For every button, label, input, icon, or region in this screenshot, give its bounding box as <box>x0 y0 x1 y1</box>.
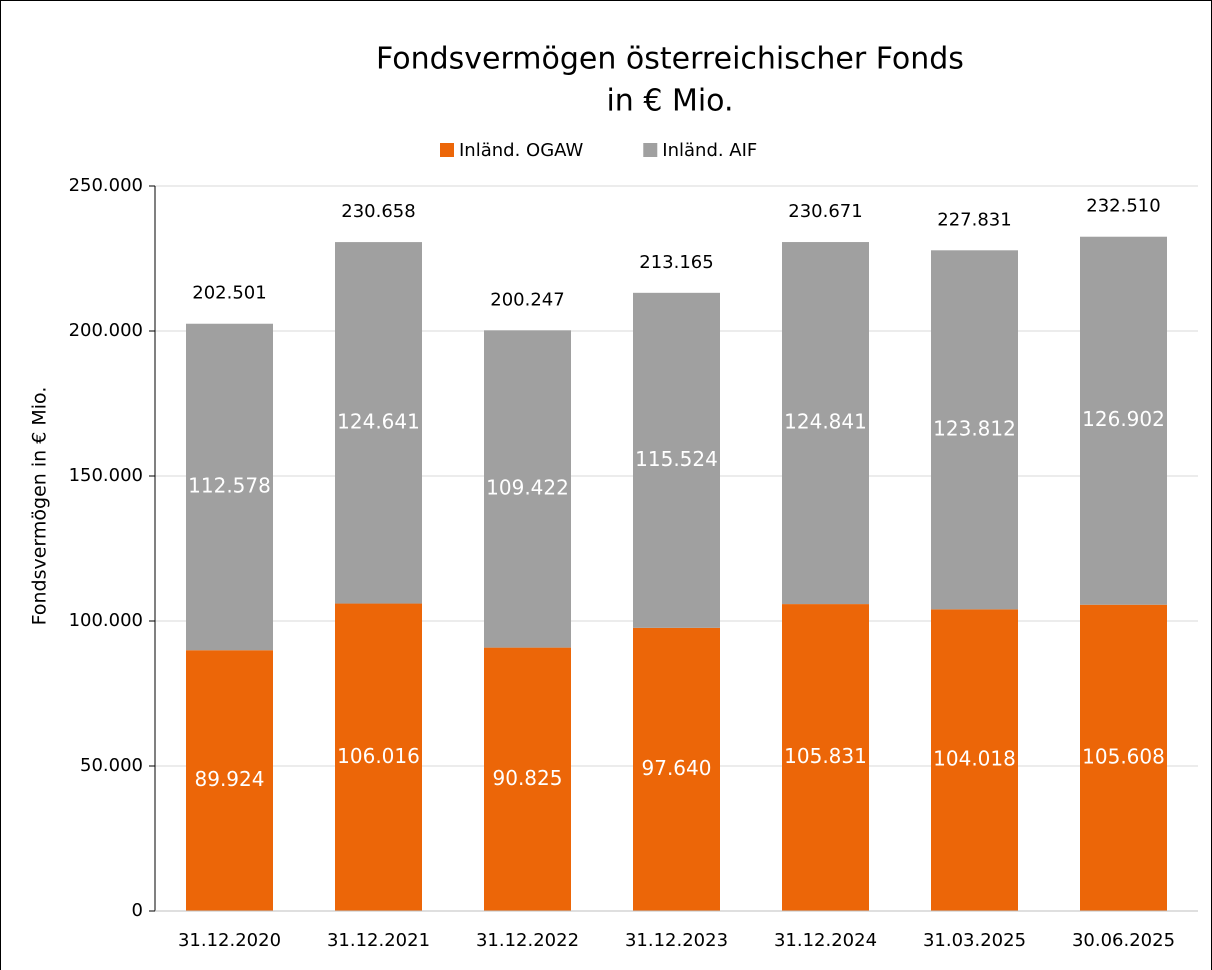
total-label: 202.501 <box>192 283 266 304</box>
bar-segment <box>335 603 422 911</box>
bar-segment <box>782 242 869 605</box>
value-label: 123.812 <box>933 416 1016 440</box>
y-tick-label: 50.000 <box>80 755 143 776</box>
value-label: 126.902 <box>1082 407 1165 431</box>
y-tick-label: 150.000 <box>69 465 143 486</box>
legend-label: Inländ. OGAW <box>459 140 583 161</box>
y-tick-label: 250.000 <box>69 175 143 196</box>
y-axis-label: Fondsvermögen in € Mio. <box>29 387 51 626</box>
value-label: 109.422 <box>486 475 569 499</box>
x-tick-label: 31.12.2020 <box>178 930 281 951</box>
bar-segment <box>931 609 1018 911</box>
value-label: 104.018 <box>933 747 1016 771</box>
total-label: 227.831 <box>937 209 1011 230</box>
value-label: 124.841 <box>784 410 867 434</box>
total-label: 200.247 <box>490 289 564 310</box>
bar-segment <box>484 647 571 911</box>
legend-swatch <box>643 143 658 157</box>
legend-swatch <box>440 143 454 157</box>
bar-segment <box>633 292 720 628</box>
x-tick-label: 30.06.2025 <box>1072 930 1175 951</box>
x-tick-label: 31.12.2021 <box>327 930 430 951</box>
total-label: 230.671 <box>788 201 862 222</box>
value-label: 112.578 <box>188 473 271 497</box>
bar-segment <box>782 604 869 911</box>
y-tick-label: 200.000 <box>69 320 143 341</box>
total-label: 213.165 <box>639 252 713 273</box>
chart-subtitle: in € Mio. <box>606 84 733 119</box>
y-tick-label: 100.000 <box>69 610 143 631</box>
bar-segment <box>1080 604 1167 911</box>
value-label: 97.640 <box>642 756 712 780</box>
bar-segment <box>633 627 720 911</box>
value-label: 105.831 <box>784 744 867 768</box>
total-label: 232.510 <box>1086 196 1160 217</box>
y-tick-label: 0 <box>132 900 143 921</box>
bar-segment <box>186 650 273 911</box>
bar-segment <box>484 330 571 648</box>
x-tick-label: 31.12.2022 <box>476 930 579 951</box>
x-tick-label: 31.03.2025 <box>923 930 1026 951</box>
value-label: 124.641 <box>337 409 420 433</box>
x-tick-label: 31.12.2024 <box>774 930 877 951</box>
chart-title: Fondsvermögen österreichischer Fonds <box>376 42 964 77</box>
value-label: 106.016 <box>337 744 420 768</box>
x-tick-label: 31.12.2023 <box>625 930 728 951</box>
total-label: 230.658 <box>341 201 415 222</box>
value-label: 115.524 <box>635 447 718 471</box>
bar-segment <box>931 250 1018 610</box>
bar-segment <box>186 323 273 651</box>
legend-label: Inländ. AIF <box>662 140 757 161</box>
bar-segment <box>1080 236 1167 605</box>
bar-segment <box>335 242 422 604</box>
value-label: 105.608 <box>1082 744 1165 768</box>
value-label: 90.825 <box>493 766 563 790</box>
value-label: 89.924 <box>195 767 265 791</box>
